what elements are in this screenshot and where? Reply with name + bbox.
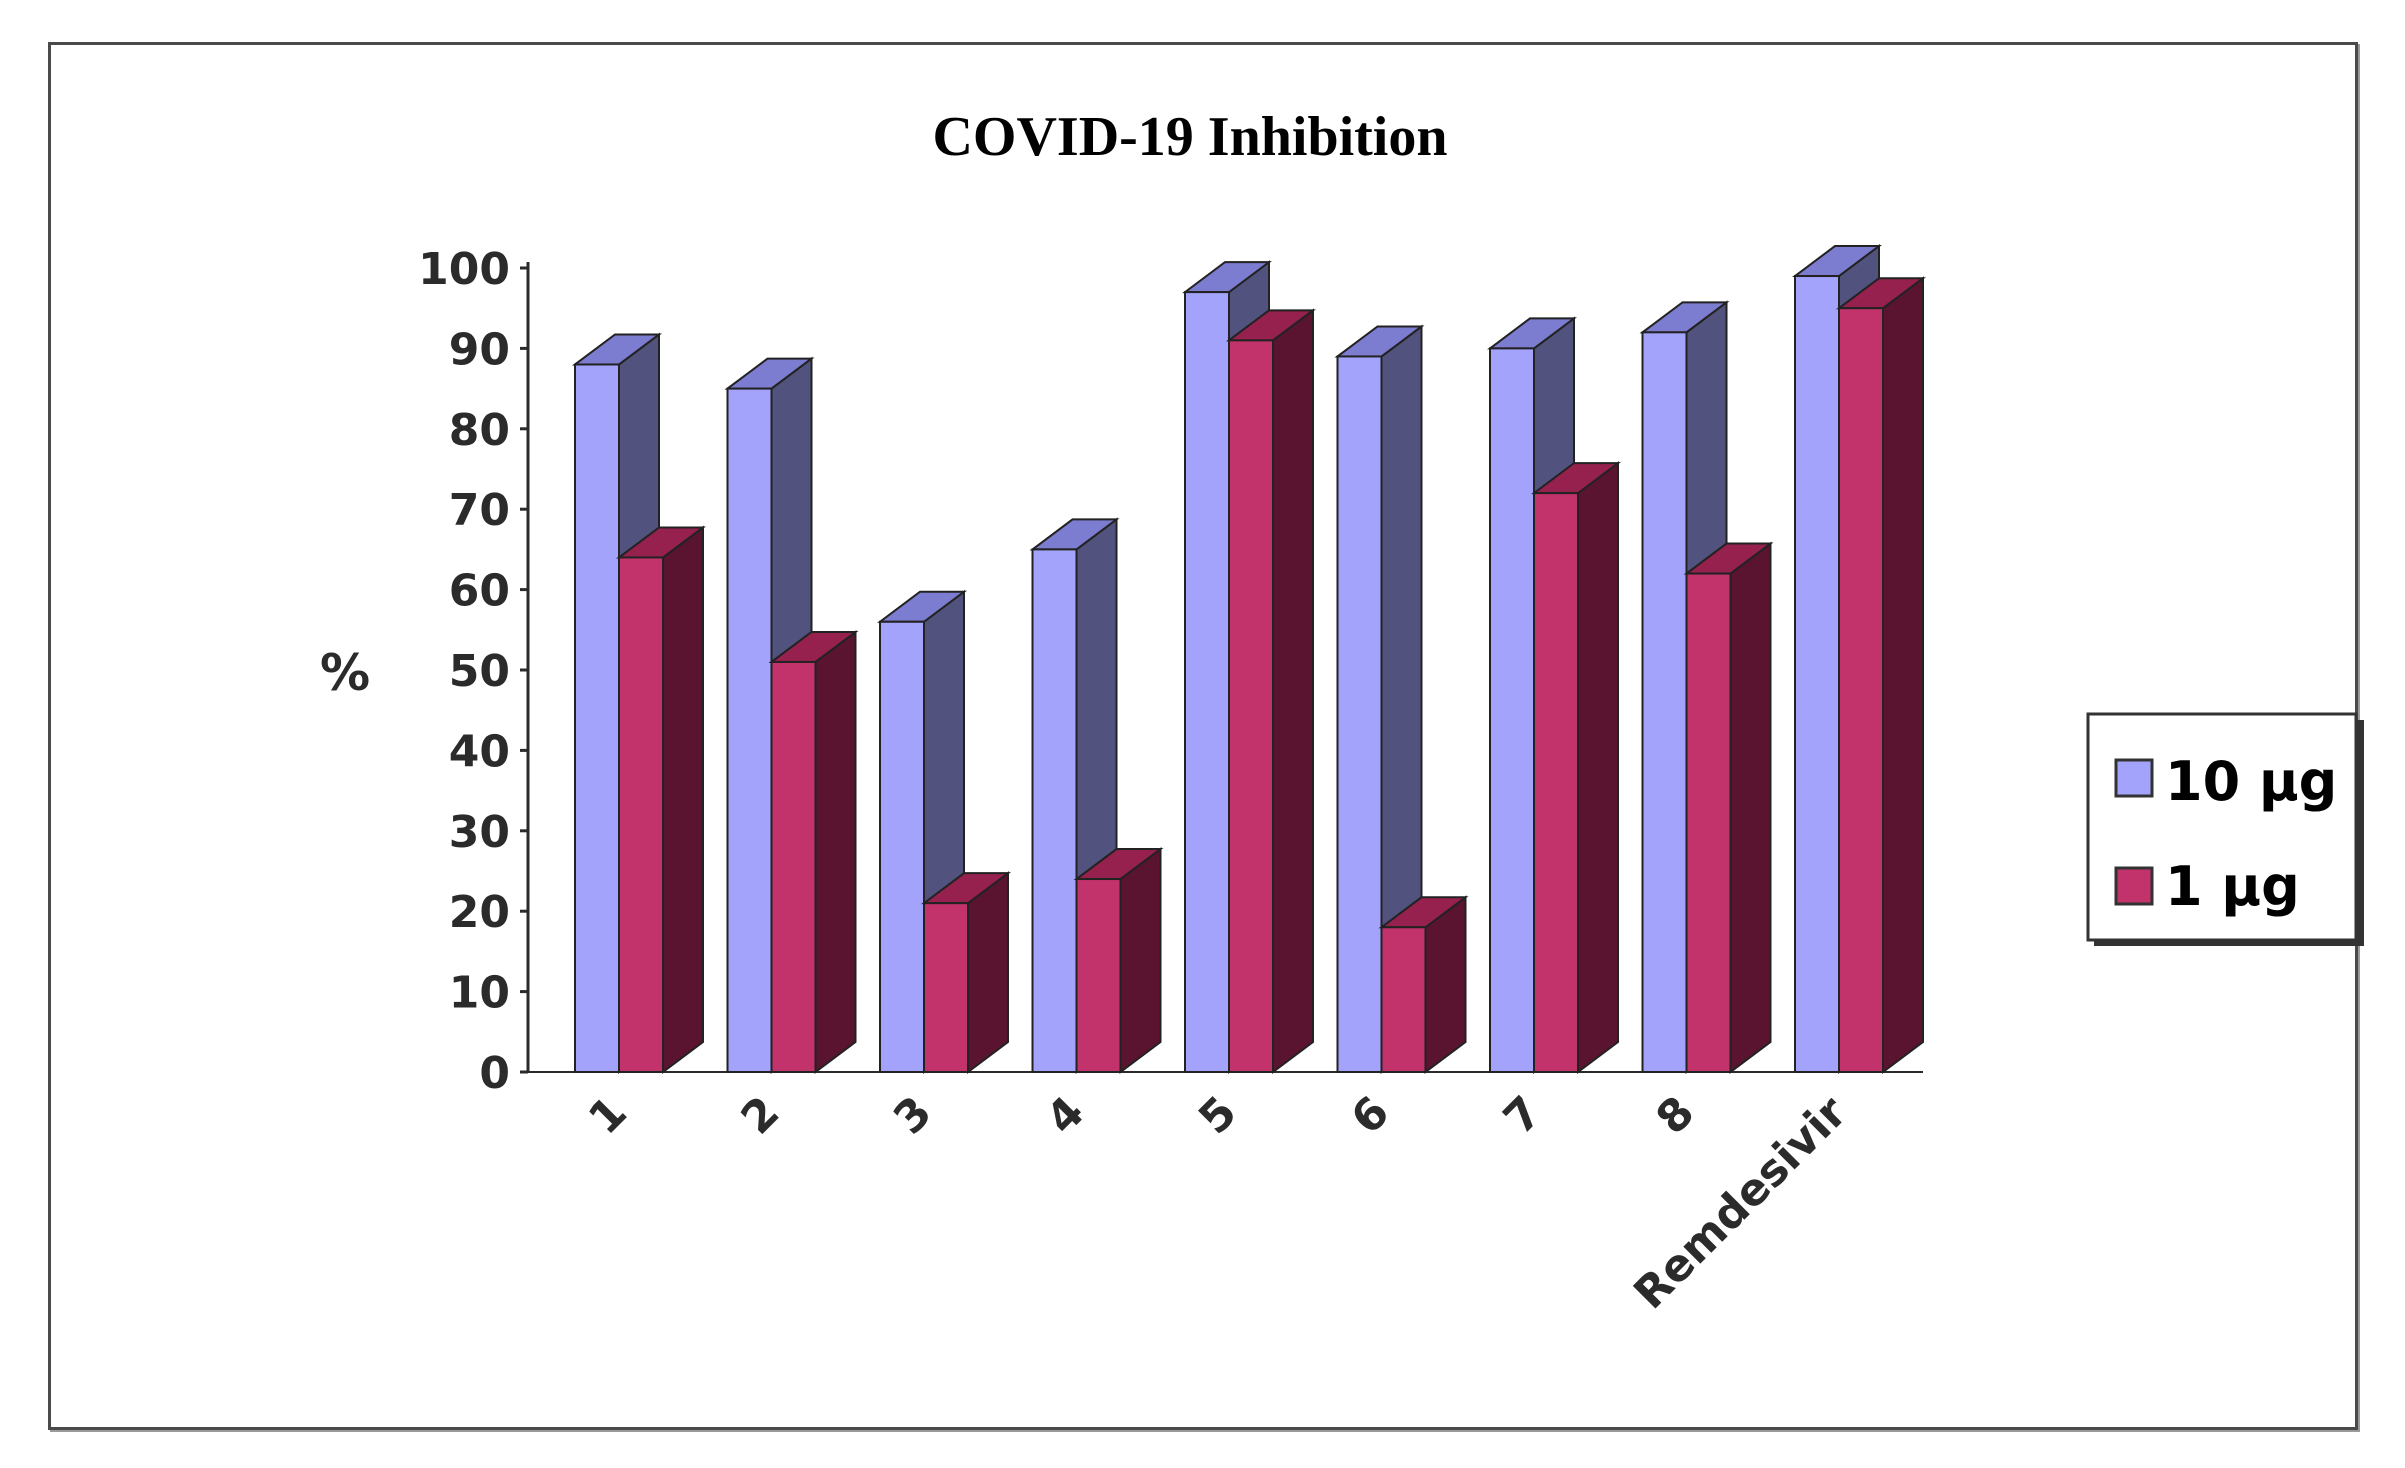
bar-front xyxy=(1685,572,1732,1074)
bar-front xyxy=(1489,347,1535,1073)
bar-front xyxy=(1228,339,1274,1073)
legend-swatch-10ug xyxy=(2114,758,2154,798)
bar-front xyxy=(574,363,620,1074)
x-tick-label: 5 xyxy=(1189,1087,1247,1145)
bar-front xyxy=(923,902,969,1073)
x-tick-label: 1 xyxy=(579,1087,637,1145)
legend: 10 μg 1 μg xyxy=(2086,712,2364,946)
bar-front xyxy=(1794,275,1840,1074)
bar-front xyxy=(1380,926,1427,1074)
y-tick-label: 100 xyxy=(418,244,510,295)
bar-front xyxy=(1533,492,1579,1073)
bar-side xyxy=(1729,541,1772,1074)
bar-1ug-7 xyxy=(1531,461,1621,1074)
bar-front xyxy=(879,620,925,1073)
x-tick-label: 6 xyxy=(1342,1087,1400,1145)
y-axis-ticks: 0 10 20 30 40 50 60 70 80 90 100 xyxy=(418,244,530,1099)
x-tick-label: 4 xyxy=(1037,1087,1095,1145)
bar-side xyxy=(662,525,704,1074)
bar-side xyxy=(814,629,857,1074)
bar-side xyxy=(967,871,1009,1074)
bar-1ug-6 xyxy=(1378,895,1469,1074)
bar-1ug-3 xyxy=(921,871,1011,1074)
y-tick-label: 60 xyxy=(449,566,510,617)
bar-10ug-6 xyxy=(1334,324,1425,1074)
x-tick-label: 7 xyxy=(1494,1087,1552,1145)
bar-front xyxy=(770,660,817,1074)
y-tick-label: 20 xyxy=(449,887,510,938)
y-tick-label: 50 xyxy=(449,646,510,697)
legend-swatch-1ug xyxy=(2114,866,2154,906)
bar-front xyxy=(1075,878,1122,1073)
legend-label-1ug: 1 μg xyxy=(2165,855,2300,918)
bar-front xyxy=(1838,307,1884,1073)
bar-front xyxy=(618,556,664,1073)
bar-side xyxy=(1577,461,1619,1074)
legend-label-10ug: 10 μg xyxy=(2165,750,2337,813)
x-tick-label: 8 xyxy=(1647,1087,1705,1145)
bar-side xyxy=(1882,276,1924,1074)
y-tick-label: 0 xyxy=(479,1048,510,1099)
bars xyxy=(572,244,1926,1074)
y-tick-label: 10 xyxy=(449,968,510,1019)
y-tick-label: 70 xyxy=(449,485,510,536)
y-axis-label: % xyxy=(320,644,370,702)
y-tick-label: 90 xyxy=(449,324,510,375)
bar-front xyxy=(1184,291,1230,1073)
bar-1ug-Remdesivir xyxy=(1836,276,1926,1074)
bar-side xyxy=(1272,308,1314,1074)
y-tick-label: 40 xyxy=(449,726,510,777)
legend-shadow xyxy=(2356,720,2364,946)
y-tick-label: 30 xyxy=(449,807,510,858)
x-tick-label: 3 xyxy=(884,1087,942,1145)
bar-1ug-2 xyxy=(768,629,859,1074)
bar-front xyxy=(726,387,773,1074)
bar-side xyxy=(1119,847,1162,1074)
bar-front xyxy=(1031,548,1078,1073)
bar-1ug-1 xyxy=(616,525,706,1074)
bar-1ug-8 xyxy=(1683,541,1774,1074)
bar-1ug-5 xyxy=(1226,308,1316,1074)
y-tick-label: 80 xyxy=(449,405,510,456)
x-tick-label: 2 xyxy=(732,1087,790,1145)
legend-shadow-bottom xyxy=(2094,940,2364,946)
bar-front xyxy=(1336,355,1383,1073)
bar-1ug-4 xyxy=(1073,847,1164,1074)
bar-front xyxy=(1641,331,1688,1073)
chart-title: COVID-19 Inhibition xyxy=(932,106,1447,168)
